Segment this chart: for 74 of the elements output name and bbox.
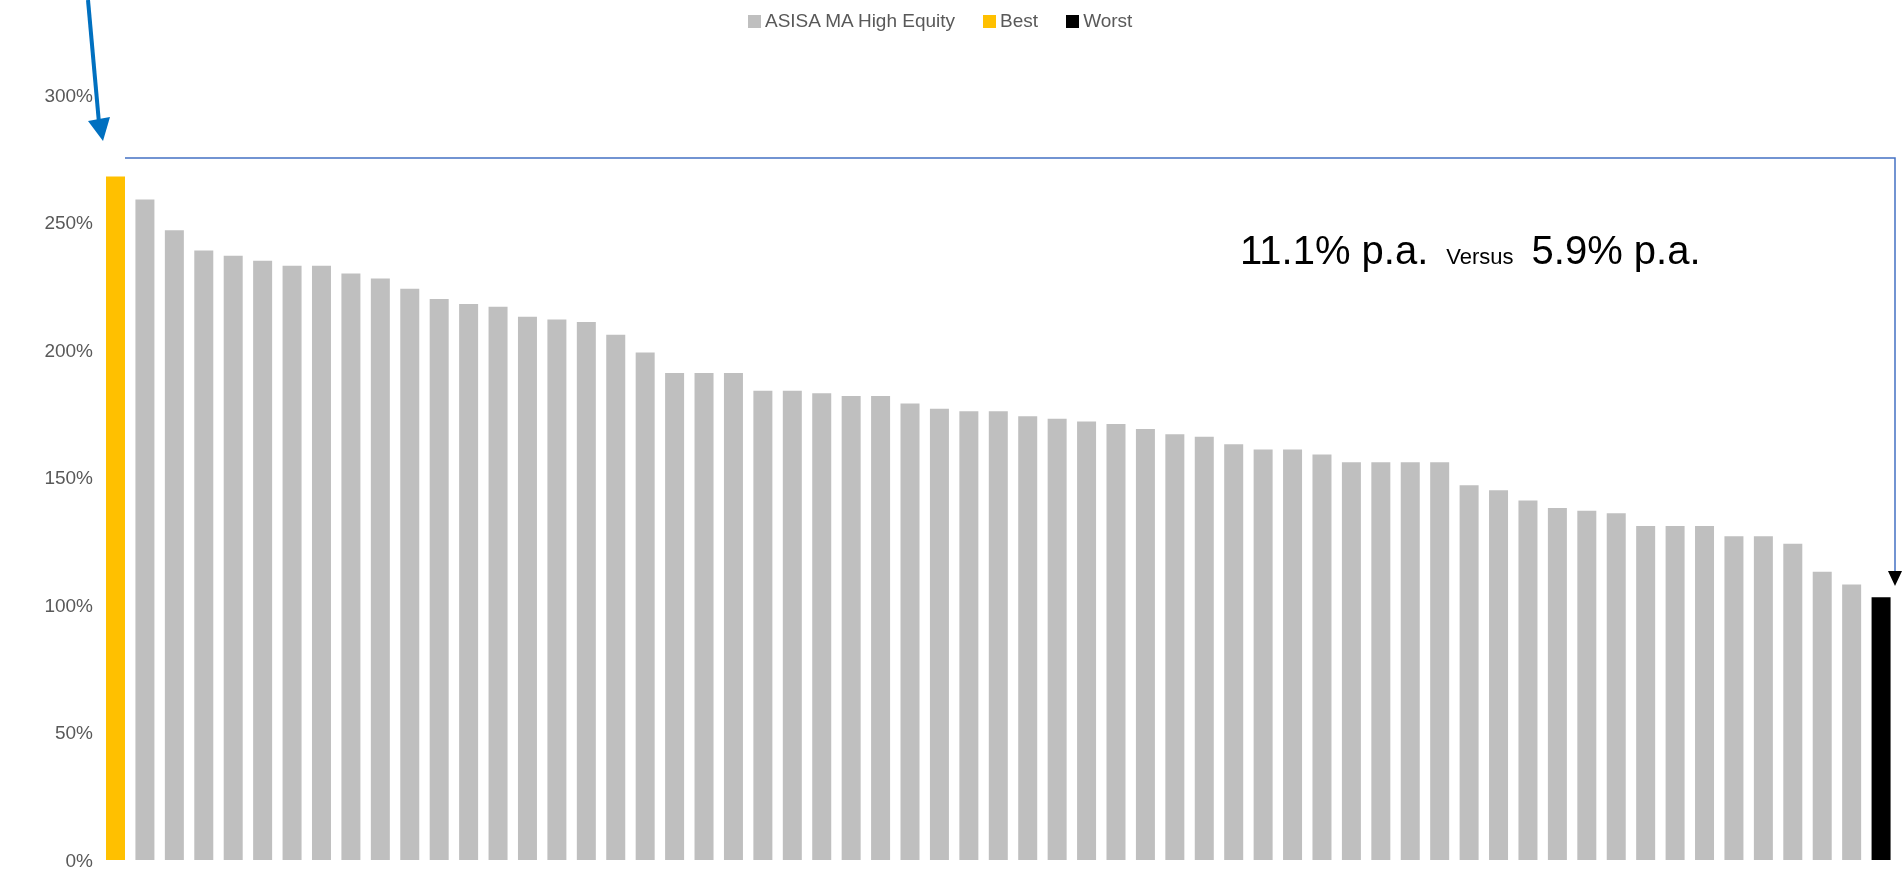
bar bbox=[311, 265, 331, 860]
bar bbox=[488, 306, 508, 860]
bar bbox=[400, 288, 420, 860]
y-tick-label: 0% bbox=[65, 849, 94, 870]
bar bbox=[1253, 449, 1273, 860]
annotation: Versus bbox=[1446, 244, 1514, 269]
bar bbox=[1430, 462, 1450, 860]
legend-label: Best bbox=[1000, 10, 1039, 31]
bar bbox=[1165, 434, 1185, 860]
bar bbox=[1018, 416, 1038, 860]
y-tick-label: 200% bbox=[44, 339, 94, 361]
bar bbox=[547, 319, 567, 860]
annotation: 5.9% p.a. bbox=[1531, 228, 1701, 272]
bar bbox=[1665, 525, 1685, 860]
bar bbox=[606, 334, 626, 860]
bar bbox=[223, 255, 243, 860]
bar bbox=[1812, 571, 1832, 860]
bar bbox=[1871, 597, 1891, 860]
bar bbox=[135, 199, 155, 860]
bar bbox=[1400, 462, 1420, 860]
bar bbox=[1194, 436, 1214, 860]
bar bbox=[753, 390, 773, 860]
bar bbox=[1606, 513, 1626, 860]
bar bbox=[576, 321, 596, 860]
bar bbox=[1341, 462, 1361, 860]
bar bbox=[1459, 485, 1479, 860]
y-tick-label: 50% bbox=[54, 722, 94, 744]
bar bbox=[1047, 418, 1067, 860]
y-tick-label: 300% bbox=[44, 84, 94, 106]
bar bbox=[459, 304, 479, 860]
bar bbox=[1106, 423, 1126, 860]
bar bbox=[1636, 525, 1656, 860]
bar bbox=[1577, 510, 1597, 860]
bar bbox=[164, 230, 184, 860]
legend-label: Worst bbox=[1083, 10, 1133, 31]
bar bbox=[1224, 444, 1244, 860]
bar bbox=[1724, 536, 1744, 860]
bar bbox=[194, 250, 214, 860]
bar bbox=[1842, 584, 1862, 860]
bar bbox=[253, 260, 273, 860]
bar bbox=[841, 395, 861, 860]
bar bbox=[635, 352, 655, 860]
bar bbox=[812, 393, 832, 860]
bar bbox=[1783, 543, 1803, 860]
bar bbox=[694, 372, 714, 860]
bar bbox=[1547, 508, 1567, 860]
bar bbox=[665, 372, 685, 860]
y-tick-label: 250% bbox=[44, 212, 94, 234]
bar bbox=[871, 395, 891, 860]
bar bbox=[1753, 536, 1773, 860]
y-tick-label: 150% bbox=[44, 467, 94, 489]
bar bbox=[341, 273, 361, 860]
bar bbox=[1283, 449, 1303, 860]
annotation: 11.1% p.a. bbox=[1240, 228, 1429, 272]
bar bbox=[900, 403, 920, 860]
bar bbox=[1312, 454, 1332, 860]
bar bbox=[988, 411, 1008, 860]
bar bbox=[1077, 421, 1097, 860]
bar bbox=[1489, 490, 1509, 860]
bar bbox=[1518, 500, 1538, 860]
bar bbox=[723, 372, 743, 860]
bar bbox=[429, 299, 449, 860]
bar bbox=[959, 411, 979, 860]
bar bbox=[370, 278, 390, 860]
bar bbox=[106, 176, 125, 860]
bar bbox=[1135, 429, 1155, 860]
bar bbox=[1371, 462, 1391, 860]
bar bbox=[929, 408, 949, 860]
legend-label: ASISA MA High Equity bbox=[765, 10, 956, 31]
bar bbox=[782, 390, 802, 860]
y-tick-label: 100% bbox=[44, 594, 94, 616]
bar bbox=[517, 316, 537, 860]
bar bbox=[282, 265, 302, 860]
bar bbox=[1695, 525, 1715, 860]
